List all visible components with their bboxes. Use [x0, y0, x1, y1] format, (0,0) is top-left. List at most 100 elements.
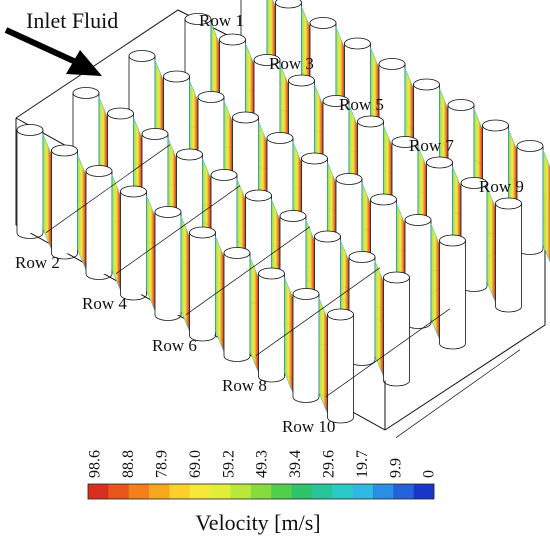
- tube-top: [210, 169, 238, 181]
- legend-swatch: [311, 484, 333, 499]
- row-label-10: Row 10: [282, 417, 335, 436]
- tube-top: [154, 206, 182, 218]
- separator-line: [115, 185, 241, 274]
- tube-top: [301, 152, 328, 165]
- tube-top: [516, 140, 544, 152]
- legend-tick-label: 59.2: [220, 450, 237, 478]
- row-label-9: Row 9: [479, 177, 524, 196]
- legend-tick-label: 78.9: [153, 450, 170, 478]
- tube-body: [120, 191, 147, 295]
- tube-top: [292, 288, 320, 300]
- tube-top: [279, 210, 307, 222]
- legend-swatch: [210, 484, 231, 499]
- tube: [154, 206, 190, 332]
- tube-bottom: [51, 253, 78, 260]
- tube-top: [460, 177, 488, 189]
- tube: [404, 214, 440, 340]
- tube-top: [344, 37, 371, 50]
- legend-swatch: [149, 484, 170, 499]
- tube: [439, 234, 466, 350]
- legend-swatch: [413, 484, 435, 499]
- legend-tick-label: 29.6: [320, 450, 337, 478]
- tube-top: [309, 17, 337, 29]
- legend-frame: [87, 483, 435, 500]
- tube-top: [447, 99, 475, 111]
- tube: [292, 288, 328, 414]
- tube: [383, 271, 410, 387]
- legend-colorbar: [87, 483, 435, 500]
- legend-swatch: [352, 484, 374, 499]
- tube-bottom: [258, 376, 285, 383]
- legend-swatch: [291, 484, 313, 499]
- separator-line: [395, 349, 521, 438]
- velocity-contour-sheet: [77, 154, 87, 271]
- tube-top: [348, 251, 376, 263]
- tube-bottom: [383, 380, 410, 387]
- legend-tick-label: 69.0: [187, 450, 204, 478]
- row-label-4: Row 4: [82, 294, 127, 313]
- tube-top: [51, 144, 78, 157]
- tube-top: [314, 230, 341, 243]
- tube-top: [404, 214, 432, 226]
- tube-top: [85, 165, 113, 177]
- legend-tick-label: 0: [421, 470, 438, 478]
- legend-tick-label: 39.4: [287, 450, 304, 478]
- tube-bottom: [154, 314, 182, 321]
- legend-swatch: [189, 484, 211, 499]
- tube: [258, 267, 294, 394]
- row-separators: [45, 144, 521, 438]
- legend-tick-labels: 98.6 88.8 78.9 69.0 59.2 49.3 39.4 29.6 19.7 9.9 0: [87, 450, 438, 478]
- tube-top: [482, 119, 509, 132]
- tube: [120, 185, 156, 312]
- row-label-5: Row 5: [339, 95, 384, 114]
- tube-top: [327, 308, 354, 321]
- tube-top: [357, 115, 384, 128]
- legend-swatch: [372, 484, 394, 499]
- tube: [327, 308, 354, 424]
- tube-body: [495, 203, 522, 307]
- tube: [51, 144, 87, 271]
- legend-swatch: [88, 484, 109, 499]
- row-label-2: Row 2: [15, 253, 60, 272]
- separator-line: [325, 308, 451, 397]
- tube-top: [245, 189, 272, 202]
- tube-top: [128, 50, 156, 62]
- tube-body: [439, 240, 466, 344]
- tube-top: [266, 132, 294, 144]
- tube-top: [288, 74, 315, 87]
- legend-title: Velocity [m/s]: [195, 510, 320, 535]
- tube-top: [378, 58, 406, 70]
- legend-tick-label: 19.7: [354, 450, 371, 478]
- tube-body: [327, 314, 354, 418]
- tube-top: [413, 78, 440, 91]
- legend-swatch: [332, 484, 353, 499]
- legend-tick-label: 88.8: [120, 450, 137, 478]
- tube: [223, 247, 259, 373]
- legend-swatch: [230, 484, 252, 499]
- row-label-8: Row 8: [222, 376, 267, 395]
- tube-bottom: [495, 306, 522, 313]
- separator-line: [255, 267, 381, 356]
- velocity-contour-sheet: [430, 223, 440, 340]
- tube: [495, 197, 522, 313]
- legend-swatch: [250, 484, 272, 499]
- tube-body: [224, 253, 250, 356]
- tube: [85, 165, 121, 291]
- tube-bottom: [439, 343, 466, 350]
- tube-body: [17, 130, 43, 233]
- row-label-1: Row 1: [199, 11, 244, 30]
- tube-bottom: [292, 396, 320, 403]
- legend-tick-label: 98.6: [87, 450, 104, 478]
- tube-body: [86, 171, 112, 274]
- tube-top: [370, 193, 397, 206]
- velocity-contour-sheet: [146, 195, 156, 312]
- tube-bottom: [120, 294, 147, 301]
- tube: [189, 226, 225, 353]
- tube-top: [439, 234, 466, 247]
- tube-body: [258, 273, 285, 377]
- tube-bottom: [85, 273, 113, 280]
- tube-top: [426, 156, 453, 169]
- tube-bottom: [189, 335, 216, 342]
- tube: [460, 177, 496, 303]
